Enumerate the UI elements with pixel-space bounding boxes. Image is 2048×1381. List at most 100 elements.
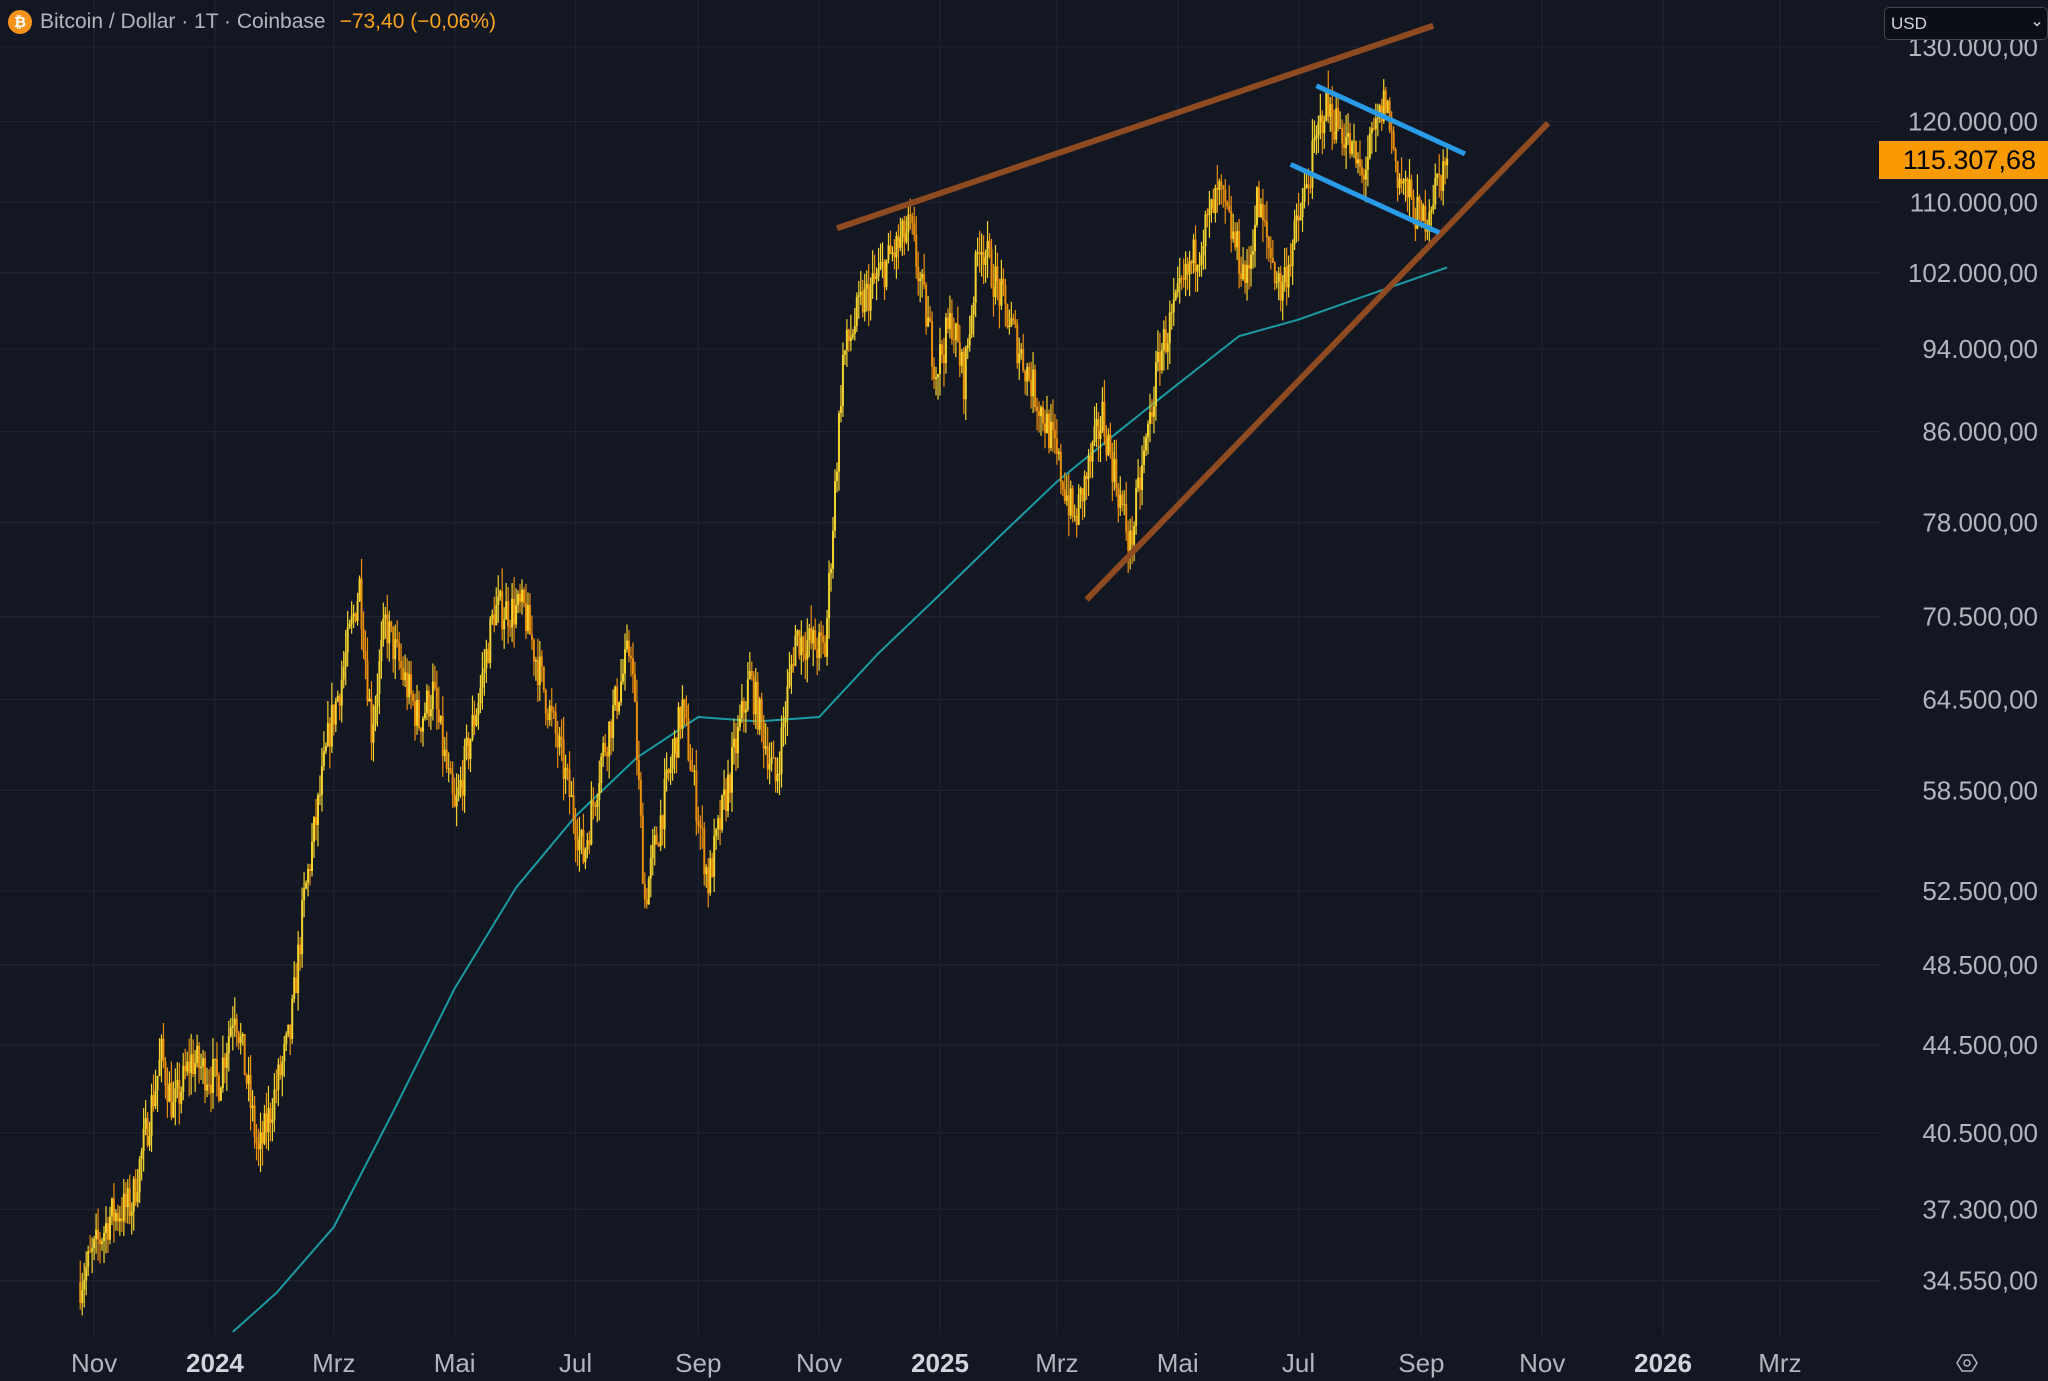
candle-up (1202, 246, 1205, 256)
candle-down (1216, 187, 1219, 191)
candle-up (251, 1105, 254, 1109)
candle-up (227, 1036, 230, 1054)
candle-down (435, 688, 438, 710)
candle-down (370, 698, 373, 743)
candle-down (1321, 115, 1324, 134)
candle-down (243, 1034, 246, 1076)
candle-down (562, 739, 565, 779)
candle-down (223, 1057, 226, 1068)
candle-down (988, 240, 991, 249)
candle-up (578, 836, 581, 851)
candle-up (447, 768, 450, 770)
candle-down (1150, 412, 1153, 417)
candle-down (441, 716, 444, 756)
candle-up (1422, 205, 1425, 221)
gear-icon[interactable] (1956, 1352, 1978, 1374)
candle-up (586, 840, 589, 850)
candle-up (1148, 412, 1151, 424)
candle-up (705, 867, 708, 875)
candle-up (972, 302, 975, 315)
candle-down (990, 248, 993, 287)
candle-down (641, 815, 644, 884)
candle-down (1206, 214, 1209, 216)
candle-down (691, 769, 694, 772)
candle-down (804, 652, 807, 660)
candle-up (620, 681, 623, 703)
candle-up (794, 635, 797, 666)
candle-down (1285, 267, 1288, 288)
candle-up (1299, 217, 1302, 221)
candle-up (330, 704, 333, 747)
candle-down (501, 591, 504, 630)
candle-down (519, 593, 522, 602)
candle-down (1360, 167, 1363, 176)
candle-up (713, 835, 716, 877)
candle-up (944, 317, 947, 364)
candle-up (1259, 203, 1262, 218)
candle-down (762, 720, 765, 749)
candle-down (417, 699, 420, 728)
candle-down (1097, 419, 1100, 440)
currency-select[interactable]: USD (1884, 7, 2048, 40)
candle-up (732, 738, 735, 748)
candle-down (1224, 189, 1227, 202)
channel-line[interactable] (1289, 162, 1441, 235)
candle-up (394, 639, 397, 660)
candle-up (1366, 157, 1369, 170)
bitcoin-icon: ₿ (8, 10, 32, 34)
x-tick-label: Nov (796, 1348, 842, 1378)
candle-down (616, 686, 619, 712)
channel-line[interactable] (1315, 83, 1467, 157)
candle-down (1180, 278, 1183, 280)
time-axis[interactable]: Nov 2024 Mrz Mai Jul Sep Nov 2025 Mrz Mai Jul Sep No… (71, 1348, 1802, 1378)
candle-up (919, 278, 922, 282)
candle-up (388, 621, 391, 644)
candle-down (198, 1045, 201, 1069)
candle-up (404, 672, 407, 681)
candle-down (192, 1054, 195, 1074)
candle-up (857, 295, 860, 298)
candle-down (1103, 401, 1106, 437)
candle-down (360, 578, 363, 630)
candle-up (1315, 135, 1318, 139)
symbol-header[interactable]: ₿ Bitcoin / Dollar · 1T · Coinbase −73,4… (8, 10, 496, 34)
candle-up (1275, 281, 1278, 284)
candle-down (116, 1212, 119, 1222)
candle-down (1388, 100, 1391, 130)
candle-down (208, 1084, 211, 1086)
candle-up (307, 868, 310, 883)
candle-down (188, 1061, 191, 1074)
candle-up (457, 787, 460, 797)
candle-down (657, 844, 660, 847)
candle-up (1325, 91, 1328, 121)
candle-up (1303, 188, 1306, 202)
price-axis[interactable]: 130.000,00120.000,00110.000,00102.000,00… (1908, 32, 2038, 1296)
candle-up (673, 737, 676, 754)
candle-up (570, 795, 573, 797)
candle-up (1408, 179, 1411, 198)
candle-up (358, 578, 361, 601)
candle-up (1008, 325, 1011, 328)
trendline[interactable] (1084, 120, 1551, 602)
candle-down (760, 699, 763, 721)
candle-up (622, 673, 625, 682)
candle-down (1412, 196, 1415, 223)
candle-down (1396, 161, 1399, 188)
candle-up (818, 632, 821, 658)
candle-down (509, 626, 512, 628)
candle-up (671, 753, 674, 769)
candle-down (204, 1058, 207, 1091)
candle-down (695, 770, 698, 821)
candle-down (1014, 320, 1017, 325)
drawings-layer[interactable] (836, 22, 1551, 602)
candle-up (1398, 178, 1401, 188)
candle-up (976, 252, 979, 254)
candle-up (172, 1102, 175, 1118)
candle-up (939, 344, 941, 375)
candle-up (1184, 263, 1187, 280)
candle-down (1127, 532, 1130, 551)
candle-up (1430, 209, 1433, 213)
trendline[interactable] (836, 22, 1435, 232)
candle-down (546, 713, 549, 721)
